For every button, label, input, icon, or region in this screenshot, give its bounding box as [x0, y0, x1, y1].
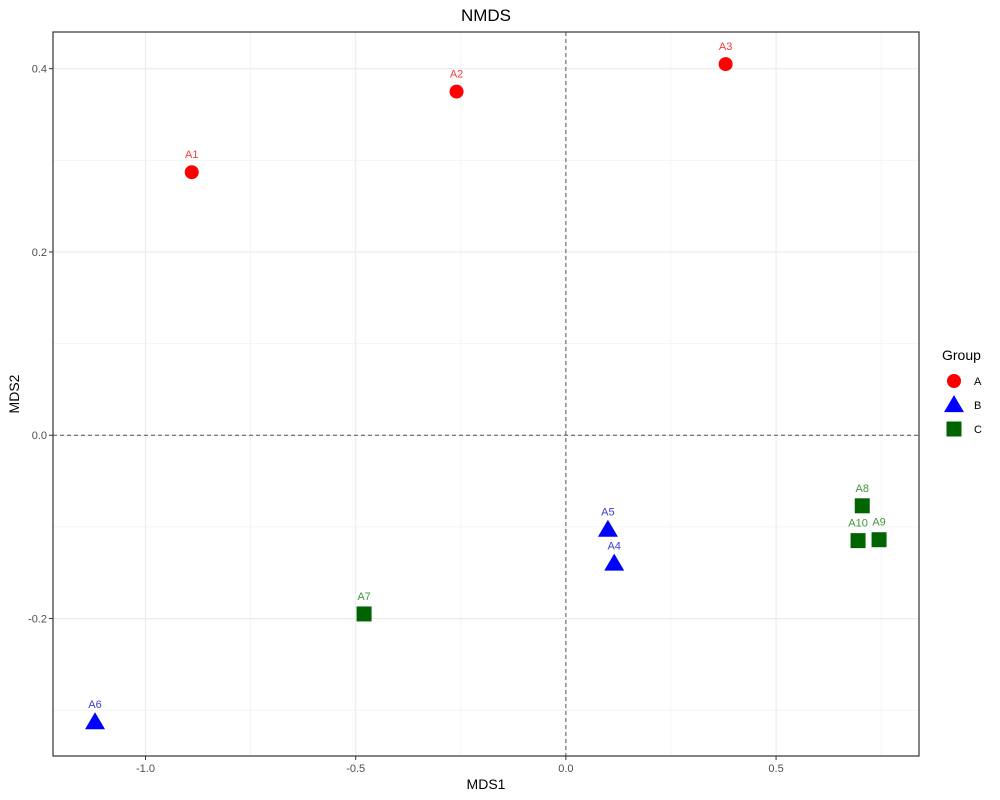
grid-lines	[53, 32, 919, 756]
legend-label-b: B	[974, 400, 981, 412]
data-point-a4	[604, 553, 625, 571]
data-point-a2	[449, 84, 464, 99]
point-label-a1: A1	[185, 149, 198, 161]
reference-lines	[53, 32, 919, 756]
x-tick-label: -0.5	[346, 763, 365, 775]
legend-label-c: C	[974, 424, 982, 436]
point-label-a6: A6	[88, 699, 101, 711]
point-label-a7: A7	[357, 591, 370, 603]
data-point-a10	[850, 533, 866, 549]
y-tick-label: 0.4	[32, 64, 47, 76]
x-tick-label: 0.5	[768, 763, 783, 775]
plot-panel-border	[52, 31, 920, 757]
point-label-a4: A4	[607, 541, 620, 553]
legend-key-c	[946, 421, 962, 437]
legend-key-a	[947, 374, 961, 388]
legend-title: Group	[942, 347, 981, 363]
data-point-a6	[85, 712, 106, 730]
point-label-a9: A9	[872, 517, 885, 529]
point-label-a2: A2	[450, 69, 463, 81]
x-tick-label: 0.0	[558, 763, 573, 775]
x-axis-title: MDS1	[467, 776, 506, 792]
y-tick-label: 0.0	[32, 430, 47, 442]
point-label-a3: A3	[719, 41, 732, 53]
data-point-a8	[854, 498, 870, 514]
point-label-a8: A8	[856, 483, 869, 495]
y-tick-label: -0.2	[28, 614, 47, 626]
point-label-a10: A10	[848, 518, 868, 530]
y-axis-title: MDS2	[6, 374, 22, 413]
x-tick-label: -1.0	[136, 763, 155, 775]
data-point-a5	[597, 519, 618, 537]
axis-ticks: -1.0 -0.5 0.0 0.5 -0.2 0.0 0.2 0.4	[28, 64, 784, 775]
data-point-a3	[718, 57, 733, 72]
data-point-a1	[184, 165, 199, 180]
legend-label-a: A	[974, 376, 982, 388]
data-point-a7	[356, 606, 372, 622]
data-point-a9	[871, 532, 887, 548]
legend-key-b	[944, 395, 964, 413]
y-tick-label: 0.2	[32, 247, 47, 259]
point-label-a5: A5	[601, 507, 614, 519]
data-points: A1 A2 A3 A4 A5 A6 A7 A8 A9 A10	[85, 41, 887, 730]
chart-title: NMDS	[461, 6, 511, 25]
legend: Group ABC	[942, 347, 982, 437]
